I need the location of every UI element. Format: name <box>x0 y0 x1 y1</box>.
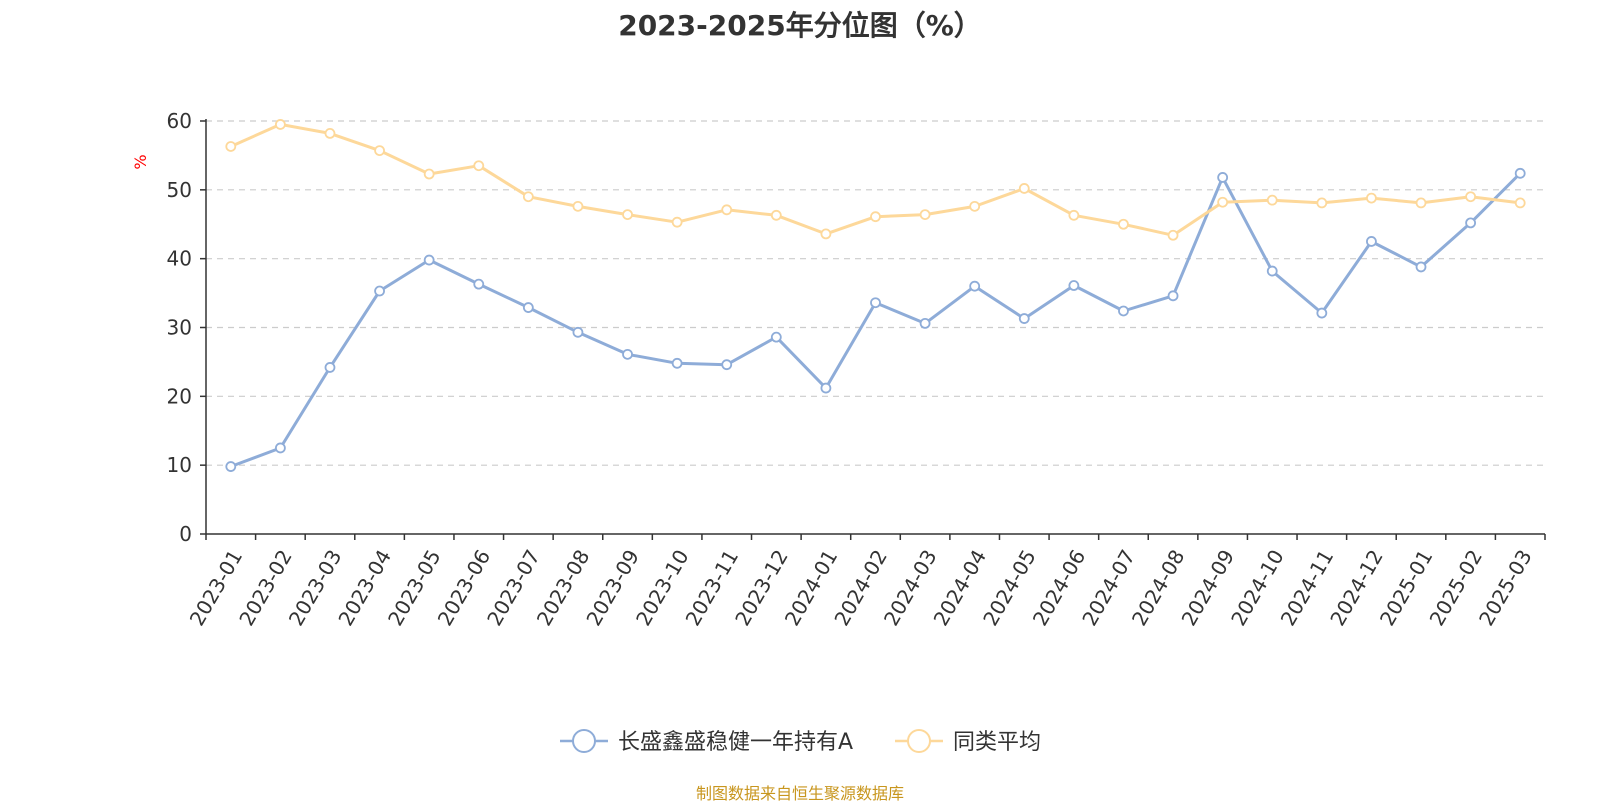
series-lines <box>225 119 1526 472</box>
data-point <box>374 285 385 297</box>
data-point <box>1415 197 1427 209</box>
data-point <box>1217 172 1229 183</box>
data-point <box>770 209 782 221</box>
data-point <box>572 326 584 338</box>
data-point <box>473 160 485 172</box>
data-point <box>671 357 683 369</box>
data-point <box>522 302 534 313</box>
data-point <box>1366 192 1377 204</box>
legend-item-1[interactable]: 长盛鑫盛稳健一年持有A <box>560 729 853 755</box>
y-tick-label: 50 <box>167 178 192 202</box>
data-point <box>1068 280 1080 291</box>
chart-title: 2023-2025年分位图（%） <box>618 9 982 42</box>
data-point <box>969 200 981 212</box>
data-point <box>1167 290 1179 302</box>
data-point <box>1018 183 1030 194</box>
data-point <box>919 317 931 329</box>
data-point <box>324 362 336 373</box>
data-point <box>1217 196 1229 208</box>
data-point <box>1018 313 1030 324</box>
source-note: 制图数据来自恒生聚源数据库 <box>695 784 904 803</box>
data-point <box>919 209 931 221</box>
data-point <box>274 442 286 454</box>
y-tick-label: 20 <box>167 384 192 408</box>
data-point <box>969 280 981 292</box>
series-1 <box>225 167 1526 472</box>
y-tick-label: 0 <box>179 522 192 546</box>
data-point <box>1316 307 1328 319</box>
data-point <box>473 278 485 290</box>
legend-label: 长盛鑫盛稳健一年持有A <box>618 730 853 755</box>
data-point <box>423 254 435 266</box>
data-point <box>770 331 782 343</box>
data-point <box>522 191 534 203</box>
data-point <box>423 168 435 180</box>
y-tick-label: 60 <box>167 109 192 133</box>
data-point <box>572 200 584 212</box>
data-point <box>1415 261 1427 273</box>
data-point <box>1068 209 1080 221</box>
data-point <box>1316 197 1328 209</box>
data-point <box>820 382 832 394</box>
legend-marker-icon <box>572 729 596 753</box>
data-point <box>1465 217 1477 229</box>
data-point <box>622 348 633 360</box>
data-point <box>225 141 237 152</box>
y-tick-label: 30 <box>167 316 192 340</box>
data-point <box>820 228 832 240</box>
legend-item-2[interactable]: 同类平均 <box>895 729 1041 755</box>
legend[interactable]: 长盛鑫盛稳健一年持有A 同类平均 <box>560 729 1041 755</box>
y-tick-labels: 0 10 20 30 40 50 60 <box>167 109 192 546</box>
data-point <box>1167 229 1179 241</box>
data-point <box>324 127 336 139</box>
data-point <box>870 297 881 309</box>
data-point <box>1514 197 1526 209</box>
data-point <box>721 359 733 371</box>
data-point <box>225 461 237 472</box>
data-point <box>1266 194 1278 206</box>
data-point <box>1514 167 1526 179</box>
data-point <box>671 216 683 228</box>
grid-lines <box>206 120 1545 466</box>
data-point <box>721 204 733 216</box>
data-point <box>1118 305 1129 317</box>
data-point <box>870 211 881 223</box>
y-tick-label: 10 <box>167 453 192 477</box>
data-point <box>1465 191 1477 203</box>
y-tick-label: 40 <box>167 247 192 271</box>
series-2 <box>225 119 1526 241</box>
axes <box>200 119 1546 540</box>
data-point <box>274 119 286 130</box>
data-point <box>622 209 633 221</box>
data-point <box>1366 236 1377 247</box>
data-point <box>1266 265 1278 277</box>
legend-marker-icon <box>907 729 931 753</box>
y-axis-unit-label: % <box>131 154 150 169</box>
legend-label: 同类平均 <box>953 730 1041 755</box>
x-tick-labels: 2023-012023-022023-032023-042023-052023-… <box>185 546 1537 630</box>
data-point <box>1118 218 1129 230</box>
data-point <box>374 145 385 156</box>
